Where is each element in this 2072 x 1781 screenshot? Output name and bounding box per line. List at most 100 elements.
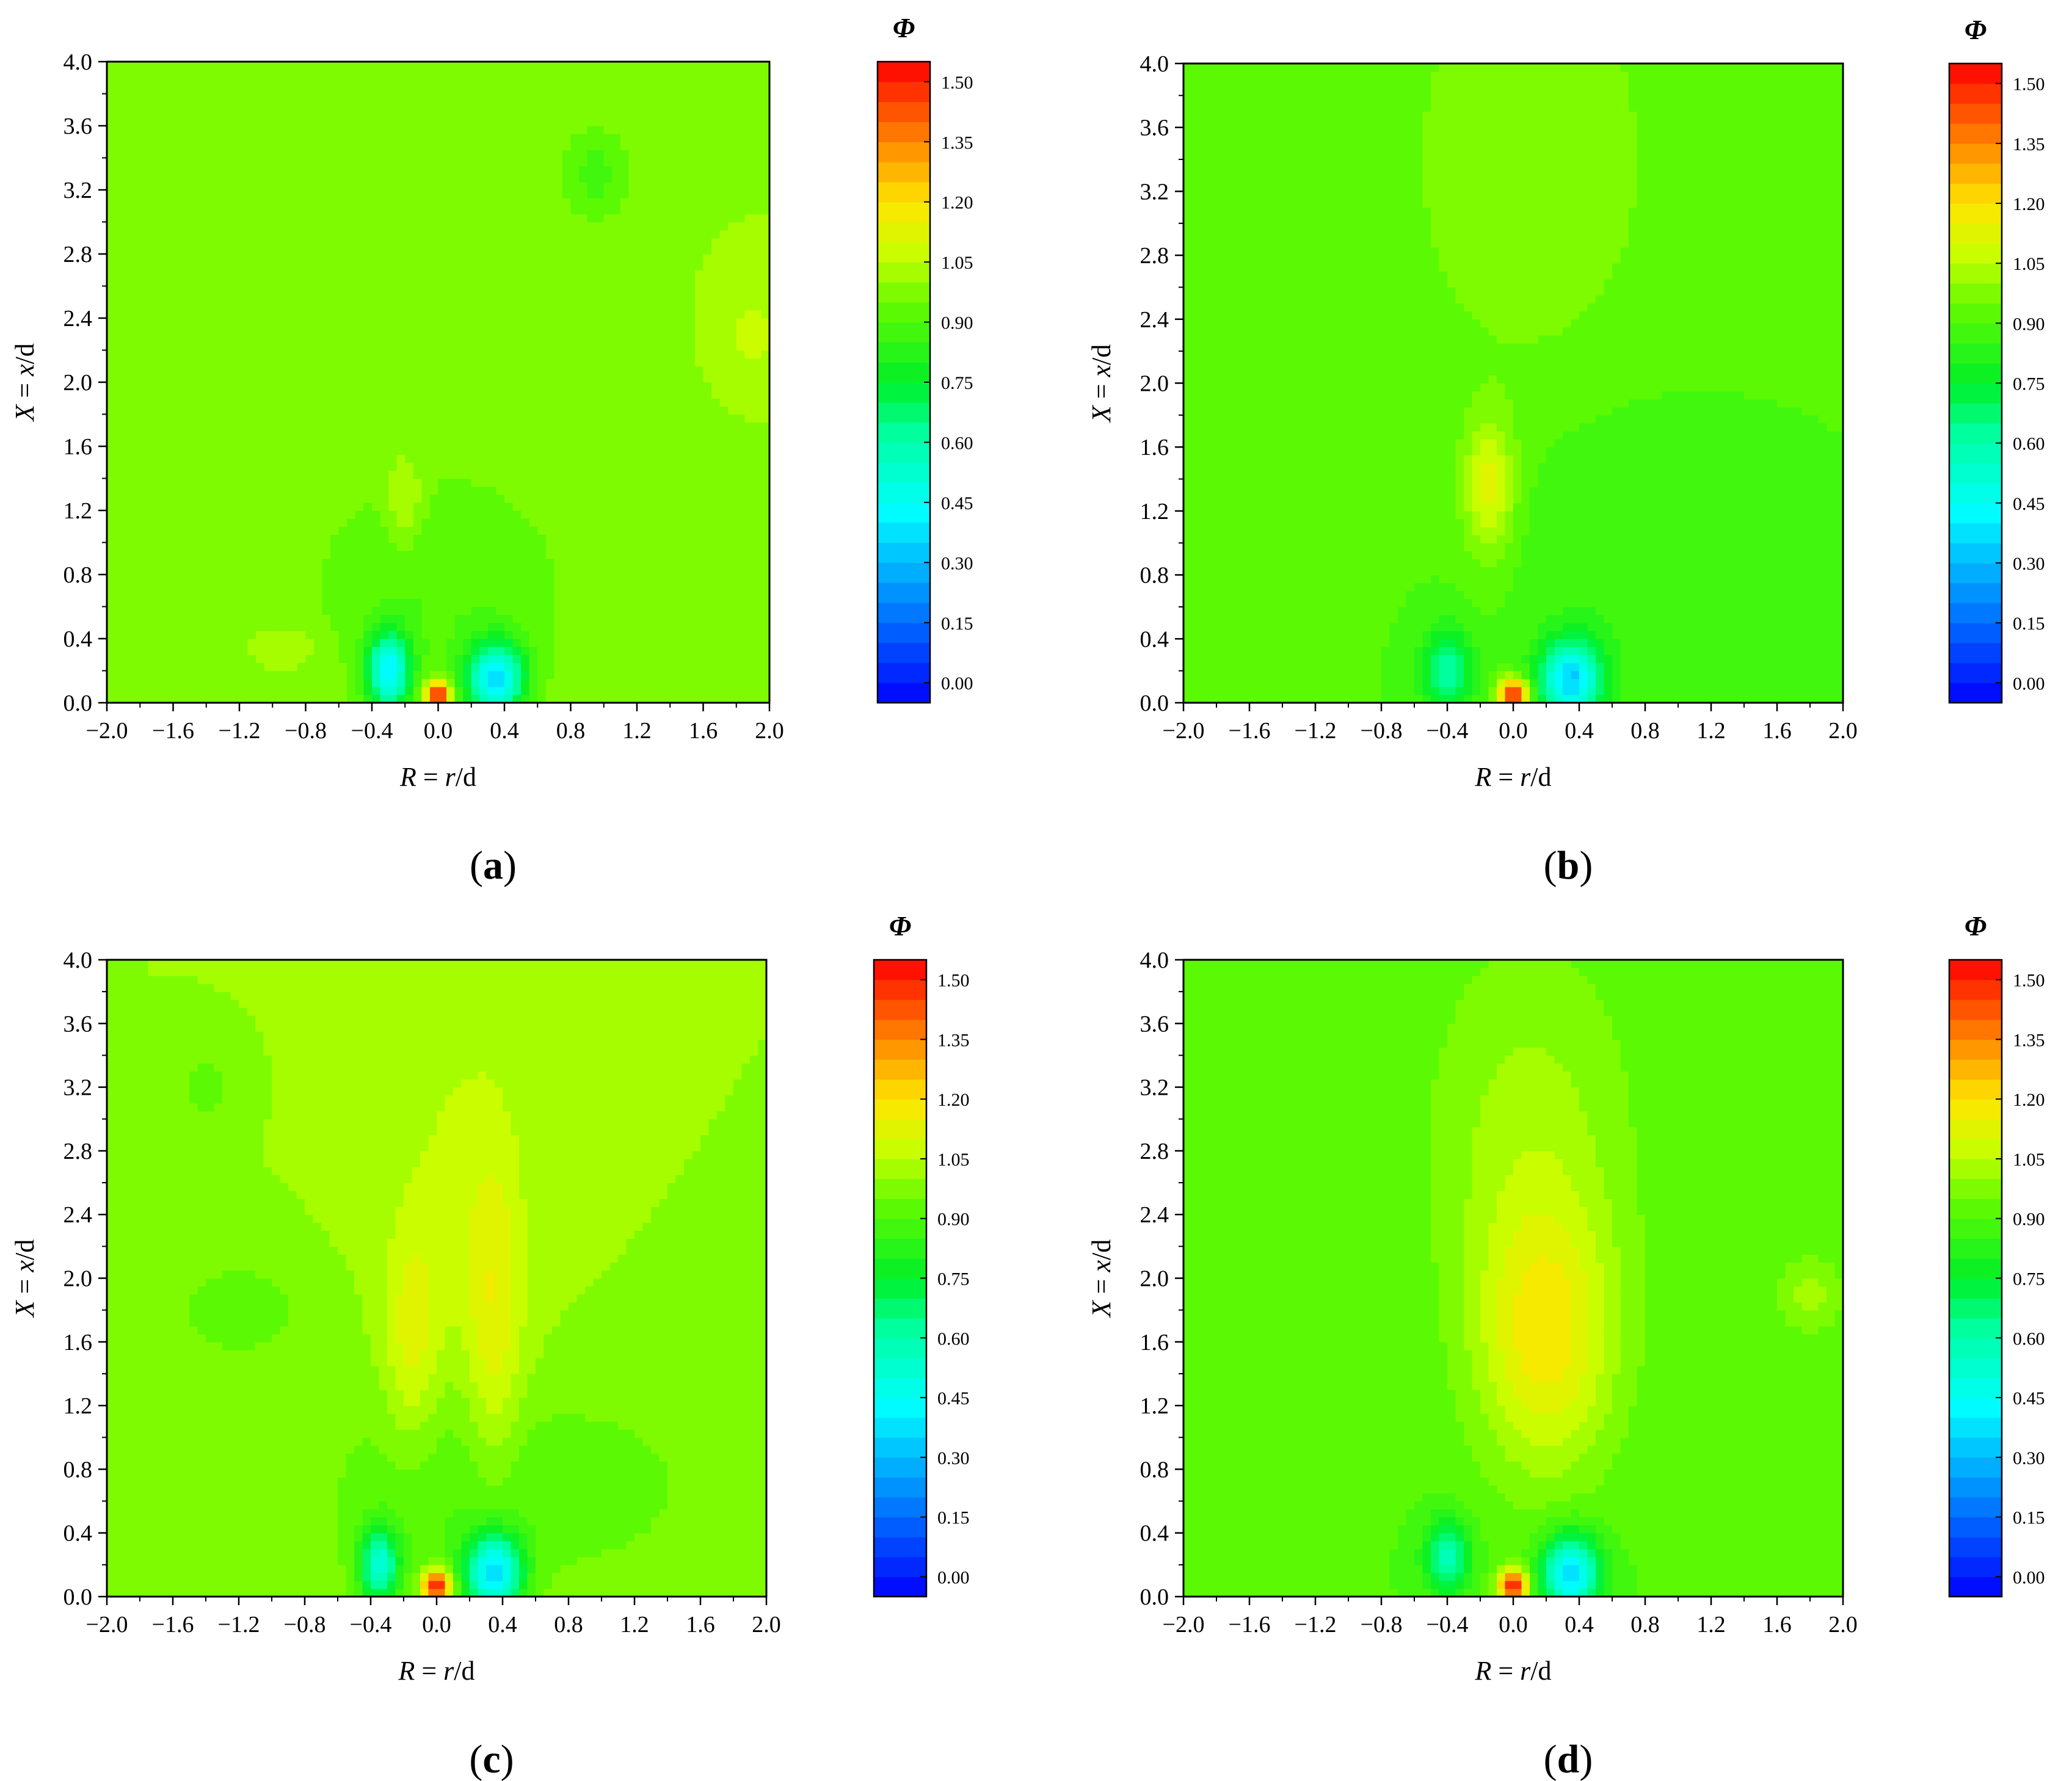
heatmap-cell [272, 206, 281, 214]
heatmap-cell [579, 326, 587, 335]
heatmap-cell [562, 278, 571, 286]
heatmap-cell [148, 166, 157, 175]
heatmap-cell [546, 254, 554, 263]
heatmap-cell [272, 406, 281, 415]
heatmap-cell [496, 615, 504, 623]
heatmap-cell [239, 679, 248, 687]
heatmap-cell [446, 254, 455, 263]
heatmap-cell [239, 438, 248, 447]
heatmap-cell [314, 575, 322, 583]
heatmap-cell [347, 318, 355, 327]
heatmap-cell [604, 639, 613, 647]
heatmap-cell [115, 398, 124, 407]
heatmap-cell [173, 110, 182, 118]
heatmap-cell [579, 495, 587, 503]
heatmap-cell [372, 598, 380, 607]
heatmap-cell [463, 150, 471, 158]
heatmap-cell [115, 158, 124, 167]
heatmap-cell [562, 318, 571, 327]
heatmap-cell [140, 158, 148, 167]
heatmap-cell [446, 567, 455, 575]
heatmap-cell [281, 158, 289, 167]
heatmap-cell [455, 518, 463, 527]
heatmap-cell [463, 302, 471, 311]
heatmap-cell [198, 190, 206, 198]
heatmap-cell [496, 214, 504, 222]
heatmap-cell [595, 70, 604, 78]
heatmap-cell [405, 198, 413, 206]
heatmap-cell [239, 206, 248, 214]
heatmap-cell [248, 590, 256, 599]
heatmap-cell [380, 166, 389, 175]
heatmap-cell [587, 647, 596, 655]
heatmap-cell [363, 615, 372, 623]
heatmap-cell [612, 262, 620, 270]
heatmap-cell [405, 366, 413, 375]
heatmap-cell [612, 294, 620, 303]
heatmap-cell [248, 598, 256, 607]
heatmap-cell [504, 687, 513, 695]
heatmap-cell [405, 238, 413, 247]
heatmap-cell [471, 262, 480, 270]
heatmap-cell [372, 102, 380, 111]
heatmap-cell [579, 518, 587, 527]
heatmap-cell [123, 230, 132, 239]
heatmap-cell [463, 462, 471, 471]
heatmap-cell [306, 470, 314, 479]
heatmap-cell [264, 607, 273, 615]
heatmap-cell [579, 262, 587, 270]
heatmap-cell [504, 398, 513, 407]
heatmap-cell [140, 671, 148, 680]
heatmap-cell [620, 559, 629, 567]
heatmap-cell [554, 551, 562, 559]
heatmap-cell [405, 182, 413, 190]
heatmap-cell [314, 198, 322, 206]
heatmap-cell [372, 390, 380, 399]
heatmap-cell [471, 639, 480, 647]
heatmap-cell [372, 582, 380, 591]
heatmap-cell [206, 134, 215, 142]
heatmap-cell [297, 126, 306, 134]
heatmap-cell [297, 190, 306, 198]
heatmap-cell [165, 639, 173, 647]
heatmap-cell [521, 647, 529, 655]
heatmap-cell [479, 671, 488, 680]
heatmap-cell [546, 438, 554, 447]
heatmap-cell [446, 366, 455, 375]
heatmap-cell [363, 334, 372, 343]
heatmap-cell [579, 374, 587, 383]
heatmap-cell [115, 270, 124, 278]
heatmap-cell [405, 479, 413, 487]
heatmap-cell [554, 246, 562, 255]
heatmap-cell [479, 495, 488, 503]
heatmap-cell [587, 487, 596, 495]
heatmap-cell [322, 582, 331, 591]
heatmap-cell [330, 655, 339, 663]
heatmap-cell [132, 302, 140, 311]
heatmap-cell [314, 246, 322, 255]
heatmap-cell [289, 142, 297, 150]
heatmap-cell [537, 182, 546, 190]
heatmap-cell [347, 623, 355, 631]
heatmap-cell [214, 214, 223, 222]
heatmap-cell [173, 366, 182, 375]
heatmap-cell [463, 118, 471, 126]
heatmap-cell [231, 518, 239, 527]
heatmap-cell [397, 479, 405, 487]
heatmap-cell [190, 182, 198, 190]
heatmap-cell [231, 502, 239, 511]
heatmap-cell [330, 551, 339, 559]
heatmap-cell [571, 318, 580, 327]
heatmap-cell [446, 446, 455, 455]
heatmap-cell [132, 590, 140, 599]
heatmap-cell [140, 430, 148, 439]
heatmap-cell [256, 647, 264, 655]
heatmap-cell [115, 639, 124, 647]
heatmap-cell [537, 158, 546, 167]
heatmap-cell [140, 679, 148, 687]
heatmap-cell [612, 286, 620, 295]
heatmap-cell [479, 102, 488, 111]
heatmap-cell [471, 366, 480, 375]
heatmap-cell [115, 406, 124, 415]
heatmap-cell [347, 270, 355, 278]
